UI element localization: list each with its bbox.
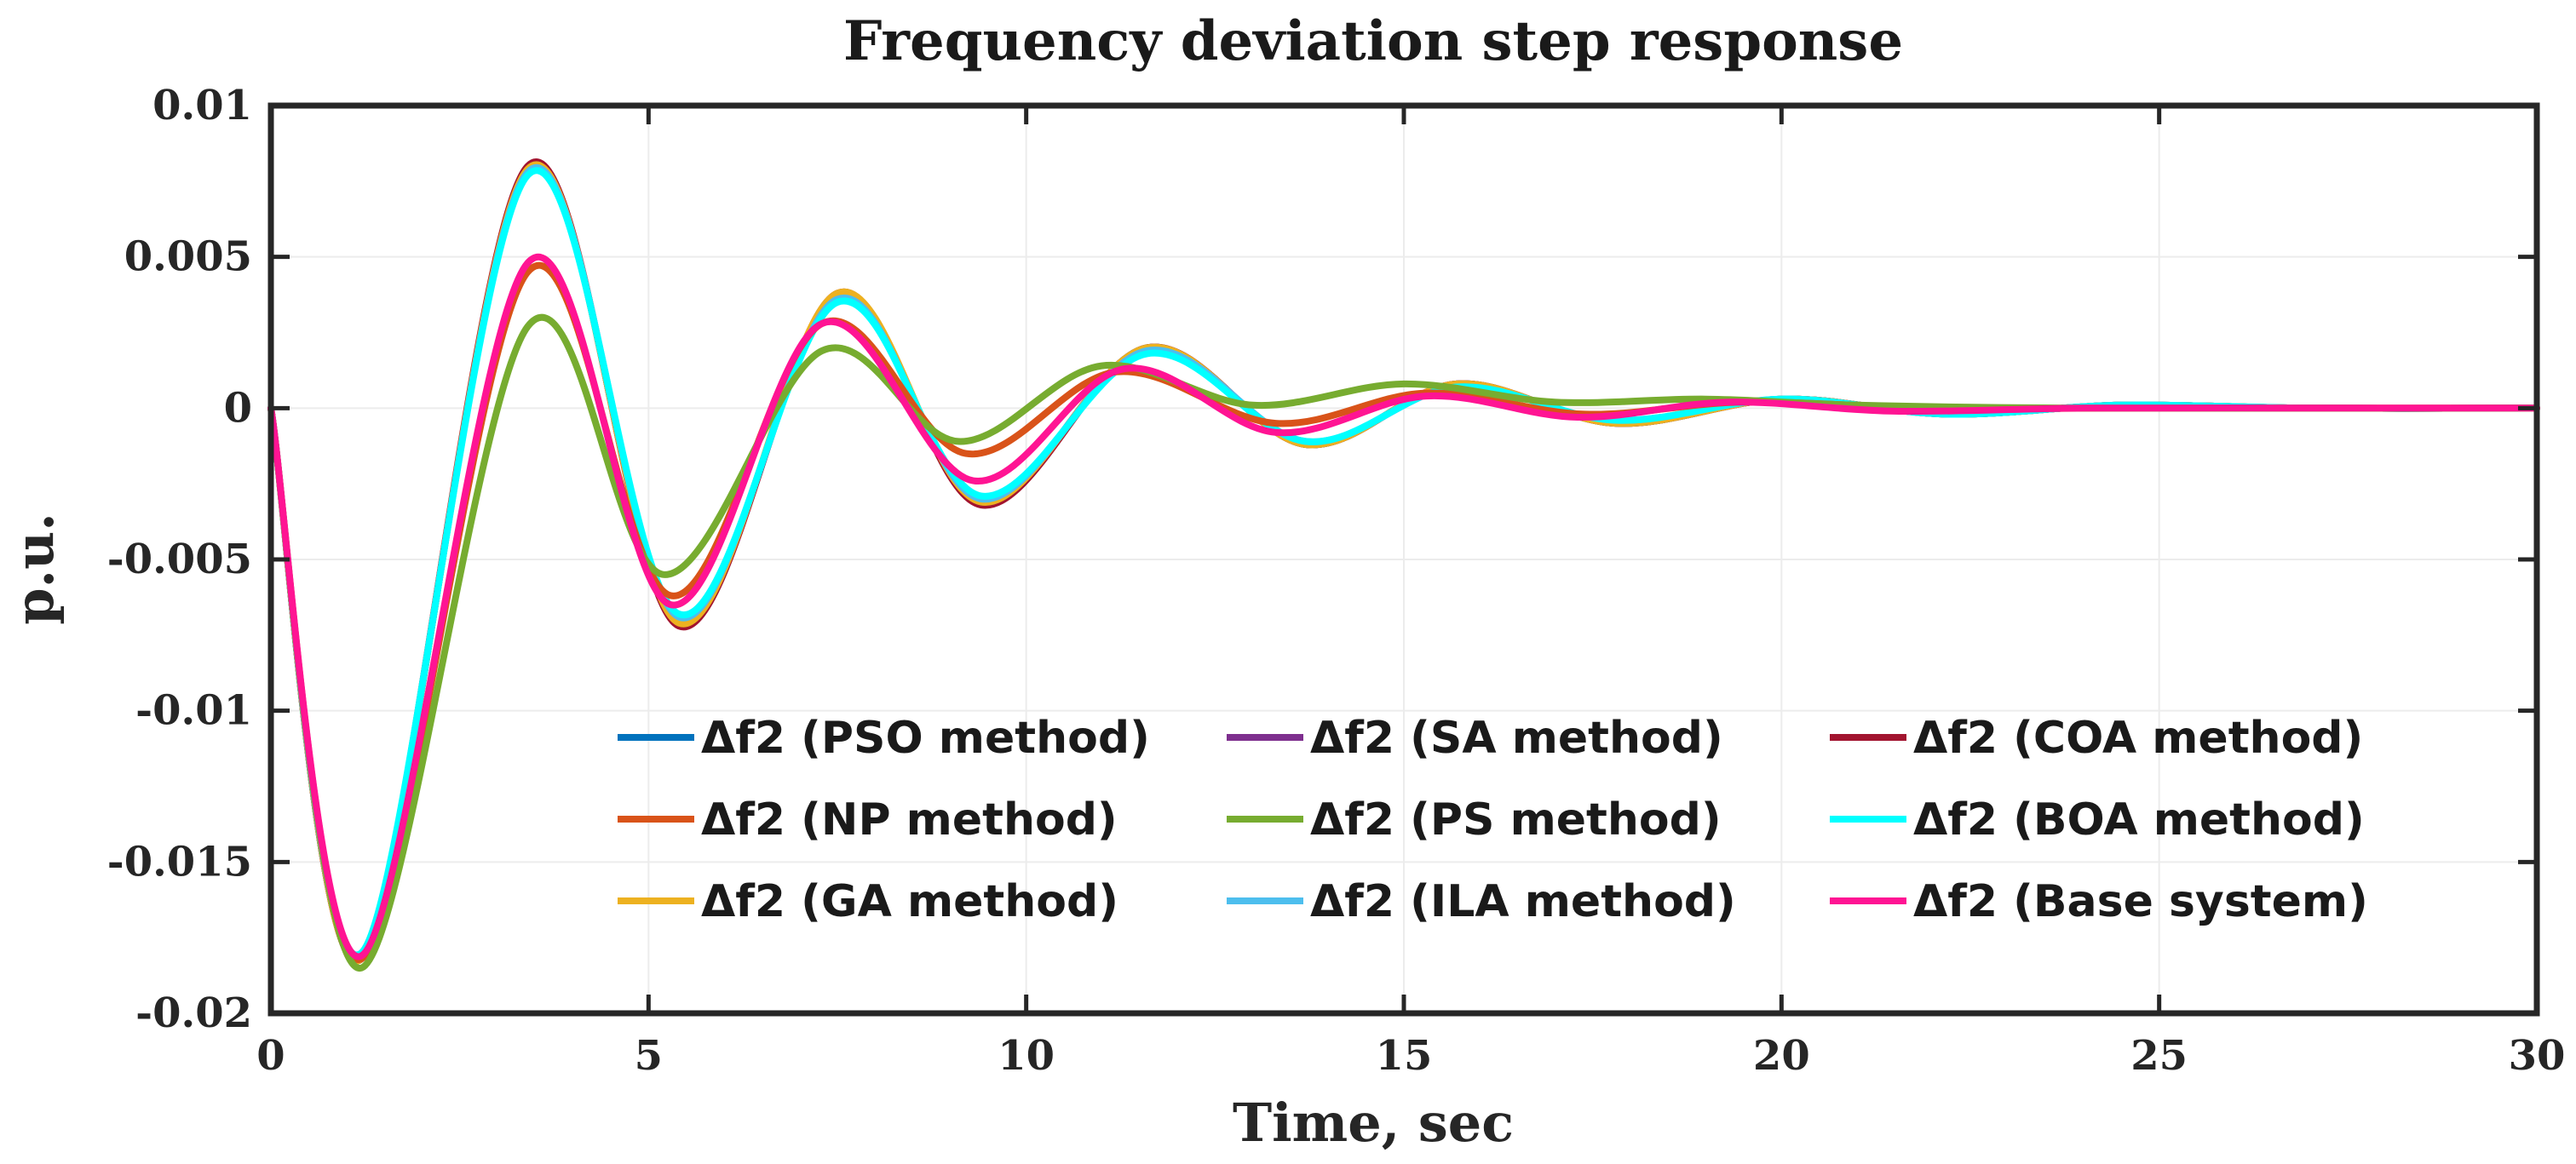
series-line-5 [267,313,2540,972]
x-tick-label: 10 [998,1032,1055,1080]
legend-label: Δf2 (SA method) [1310,713,1723,764]
x-tick-label: 5 [635,1032,663,1080]
ticks: 0 5 10 15 20 25 30 0.01 0.005 0 -0.005 -0.01 -0.015 -… [107,82,2566,1080]
legend: Δf2 (PSO method) Δf2 (SA method) Δf2 (COA … [618,713,2368,927]
legend-label: Δf2 (COA method) [1913,713,2363,764]
y-tick-label: 0 [224,384,252,432]
y-tick-label: -0.01 [135,687,252,735]
legend-label: Δf2 (Base system) [1913,876,2368,927]
legend-label: Δf2 (PSO method) [701,713,1150,764]
x-tick-label: 20 [1753,1032,1810,1080]
y-tick-label: -0.02 [135,989,252,1037]
legend-label: Δf2 (PS method) [1310,794,1722,846]
y-axis-label: p.u. [3,513,66,625]
x-tick-label: 15 [1376,1032,1433,1080]
series-lines [267,158,2540,972]
x-tick-label: 25 [2130,1032,2188,1080]
y-tick-label: 0.01 [152,82,252,129]
legend-label: Δf2 (GA method) [701,876,1118,927]
y-tick-label: -0.015 [107,838,252,886]
legend-label: Δf2 (ILA method) [1310,876,1736,927]
series-line-9 [267,253,2540,960]
x-tick-label: 30 [2509,1032,2566,1080]
legend-label: Δf2 (BOA method) [1913,794,2365,846]
x-tick-label: 0 [256,1032,285,1080]
x-axis-label: Time, sec [1233,1092,1514,1154]
y-tick-label: -0.005 [107,536,252,583]
legend-label: Δf2 (NP method) [701,794,1118,846]
chart-title: Frequency deviation step response [843,9,1903,73]
y-tick-label: 0.005 [124,233,252,281]
series-line-6 [267,167,2540,959]
